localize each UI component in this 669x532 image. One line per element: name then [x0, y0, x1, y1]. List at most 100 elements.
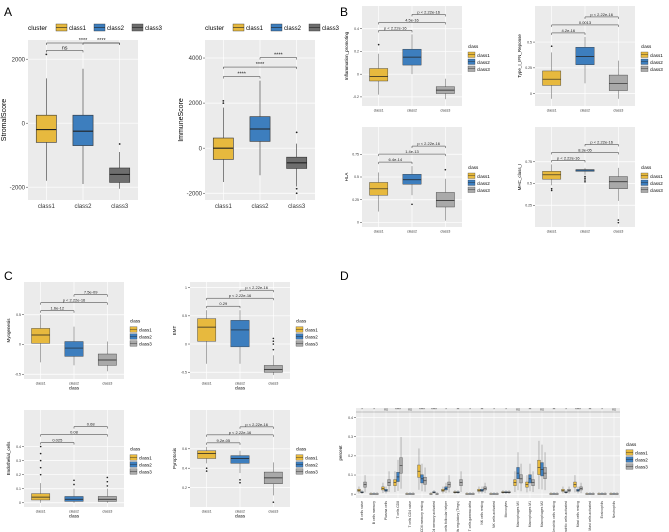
comparison-label: 7.5e-09 — [84, 290, 98, 295]
box-outlier — [39, 473, 42, 476]
y-tick-label: 0.4 — [348, 416, 353, 420]
box-outlier — [39, 459, 42, 462]
signif-label: **** — [419, 408, 425, 412]
x-tick-label: Mast cells activated — [588, 501, 592, 531]
y-tick-label: 0 — [185, 342, 187, 346]
x-tick-label-class2: class2 — [580, 109, 590, 113]
y-tick-label: 0.4 — [182, 466, 187, 470]
comparison-bracket — [40, 310, 75, 313]
box-outlier — [444, 168, 447, 171]
y-tick-label: 0.4 — [16, 445, 21, 449]
comparison-label: ns — [62, 45, 68, 51]
box-outlier — [106, 485, 109, 487]
box-outlier — [295, 192, 298, 195]
y-tick-label: 4000 — [189, 56, 203, 62]
panel-label-c: C — [4, 269, 13, 283]
legend-label-class1: class1 — [477, 174, 490, 179]
comparison-label: **** — [237, 72, 246, 78]
comparison-bracket — [40, 434, 108, 437]
y-tick-label: 0 — [351, 492, 353, 496]
box-body — [230, 455, 250, 464]
y-tick-label: -0.5 — [181, 370, 187, 374]
chart-c1: -0.5 0 0.5 Myogenesis class1 class2 class3 clas… — [6, 282, 152, 391]
legend-label-class1: class1 — [246, 26, 264, 32]
x-tick-label: B cells naive — [360, 501, 364, 520]
y-tick-label: 0.2 — [16, 473, 21, 477]
x-tick-label-class3: class3 — [102, 510, 112, 514]
x-tick-label-class3: class3 — [268, 510, 278, 514]
y-tick-label: 0.5 — [16, 313, 21, 317]
x-tick-label: T cells CD8 — [396, 501, 400, 519]
signif-label: * — [373, 408, 375, 412]
box-outlier — [550, 187, 553, 190]
y-tick-label: 0.5 — [527, 182, 532, 186]
legend-label-class2: class2 — [650, 181, 663, 186]
x-axis-label: class — [69, 386, 80, 391]
legend-title: class — [130, 447, 141, 452]
y-tick-label: 0.2 — [182, 486, 187, 490]
signif-label: ** — [529, 408, 532, 412]
x-tick-label-class1: class1 — [374, 230, 384, 234]
box-outlier — [584, 175, 586, 178]
box-outlier — [39, 445, 42, 448]
box-outlier — [45, 53, 48, 56]
legend-label-class2: class2 — [635, 458, 648, 463]
box-outlier — [73, 483, 75, 486]
y-tick-label: 0 — [357, 72, 359, 76]
x-tick-label-class3: class3 — [613, 230, 623, 234]
chart-b3: 0 0.25 0.5 0.75 HLA class1 class2 class3 6.4e-14… — [344, 127, 490, 234]
comparison-label: p < 2.22e-16 — [245, 422, 268, 427]
comparison-bracket — [73, 426, 108, 429]
box-outlier — [272, 340, 275, 343]
signif-label: ns — [384, 408, 388, 412]
box-outlier — [106, 476, 109, 479]
comparison-bracket — [206, 297, 274, 301]
box-outlier — [377, 43, 380, 46]
comparison-label: p < 2.22e-16 — [417, 141, 440, 146]
box-outlier — [39, 466, 42, 469]
box-body — [197, 450, 217, 459]
comparison-bracket — [411, 14, 446, 17]
legend-label-class3: class3 — [305, 470, 318, 475]
box-outlier — [222, 99, 225, 102]
chart-a1: -2000 0 2000 StromalScore class1 class2 class3… — [1, 23, 163, 210]
y-tick-label: 0.75 — [352, 152, 359, 156]
signif-label: **** — [575, 408, 581, 412]
x-tick-label-class1: class1 — [36, 510, 46, 514]
legend-label-class2: class2 — [477, 60, 490, 65]
signif-label: ** — [481, 408, 484, 412]
y-tick-label: 0.1 — [16, 487, 21, 491]
legend-title: class — [626, 442, 637, 447]
box-body — [608, 176, 628, 189]
signif-label: * — [361, 408, 363, 412]
box-body — [575, 169, 595, 172]
comparison-bracket — [206, 434, 274, 437]
x-tick-label-class1: class1 — [215, 204, 233, 210]
comparison-bracket — [551, 152, 619, 155]
y-axis-label: HLA — [344, 173, 349, 182]
comparison-bracket — [206, 305, 241, 309]
x-tick-label: Eosinophils — [600, 501, 604, 519]
y-tick-label: 0.75 — [525, 160, 532, 164]
comparison-label: p < 2.22e-16 — [245, 285, 268, 290]
legend-label-class2: class2 — [477, 181, 490, 186]
box-outlier — [73, 479, 75, 482]
comparison-bracket — [411, 145, 446, 149]
comparison-label: **** — [79, 38, 88, 44]
comparison-label: p < 2.22e-16 — [590, 139, 613, 144]
signif-label: ns — [612, 408, 616, 412]
comparison-bracket — [82, 42, 120, 45]
x-axis-label: class — [235, 514, 246, 519]
comparison-label: 1.6e-12 — [51, 306, 65, 311]
x-tick-label-class1: class1 — [202, 510, 212, 514]
legend-label-class3: class3 — [635, 465, 648, 470]
x-tick-label: Plasma cells — [384, 501, 388, 520]
x-tick-label: Dendritic cells resting — [552, 501, 556, 532]
y-tick-label: 0.25 — [352, 198, 359, 202]
comparison-label: p < 2.22e-16 — [557, 155, 580, 160]
chart-a2: -2000 0 2000 4000 ImmuneScore class1 class2 cla… — [178, 23, 340, 210]
legend-label-class3: class3 — [477, 67, 490, 72]
